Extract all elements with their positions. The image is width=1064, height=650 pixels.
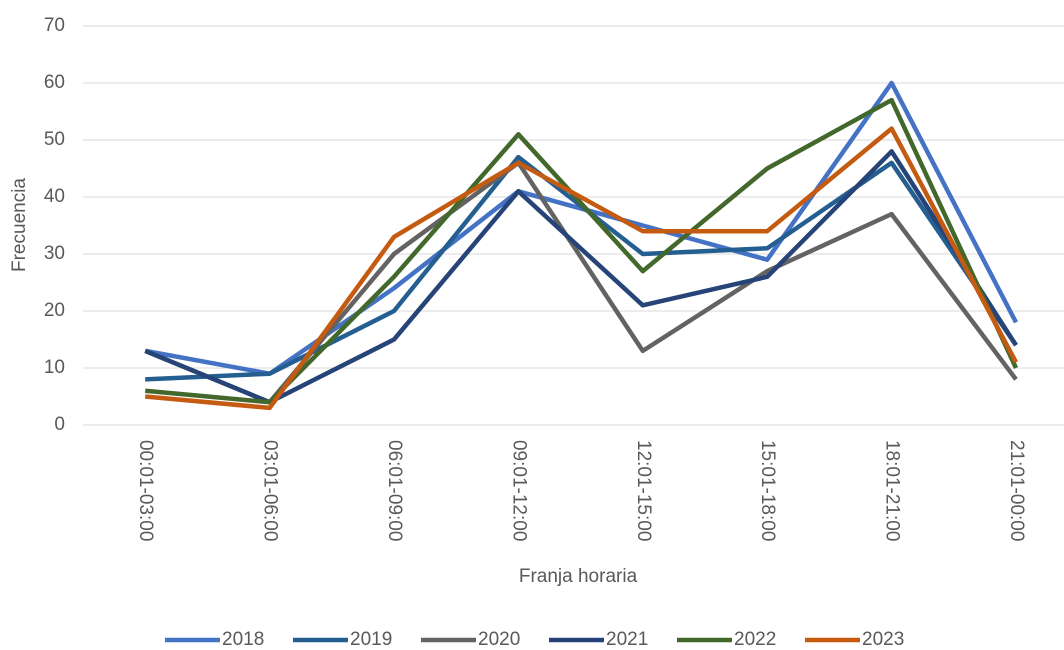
x-tick-label: 15:01-18:00 [757, 440, 778, 541]
legend-label: 2023 [862, 629, 904, 650]
x-tick-label: 00:01-03:00 [135, 440, 156, 541]
legend-label: 2020 [478, 629, 520, 650]
y-tick-label: 40 [44, 186, 65, 207]
y-tick-label: 0 [54, 414, 65, 435]
series-line [144, 149, 1018, 405]
x-tick-label: 06:01-09:00 [384, 440, 405, 541]
series-line [145, 154, 1018, 382]
y-axis-title: Frecuencia [9, 178, 30, 272]
legend-label: 2019 [350, 629, 392, 650]
y-tick-label: 30 [44, 243, 65, 264]
y-tick-label: 10 [44, 357, 65, 378]
legend-label: 2021 [606, 629, 648, 650]
x-tick-label: 09:01-12:00 [508, 440, 529, 541]
legend-label: 2018 [222, 629, 264, 650]
y-tick-label: 20 [44, 300, 65, 321]
y-tick-label: 50 [44, 129, 65, 150]
y-tick-label: 60 [44, 72, 65, 93]
x-tick-label: 21:01-00:00 [1006, 440, 1027, 541]
series-line [144, 80, 1018, 376]
x-axis-title: Franja horaria [519, 566, 638, 587]
x-tick-label: 18:01-21:00 [882, 440, 903, 541]
x-tick-label: 03:01-06:00 [260, 440, 281, 541]
y-tick-label: 70 [44, 15, 65, 36]
series-line [144, 126, 1018, 411]
x-tick-label: 12:01-15:00 [633, 440, 654, 541]
legend-label: 2022 [734, 629, 776, 650]
